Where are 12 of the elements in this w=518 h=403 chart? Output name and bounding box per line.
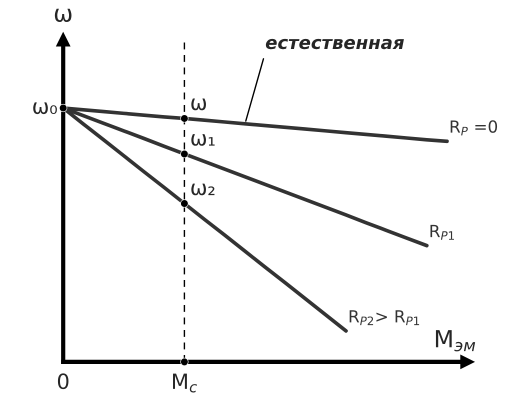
x-tick-label: 0 <box>58 373 68 390</box>
annotation: ω <box>191 98 206 110</box>
x-axis-title: M$_{эм}$ <box>436 330 476 352</box>
annotation: ω₁ <box>191 134 215 146</box>
annotation: ω₂ <box>191 184 214 196</box>
series-label: R$_{P}$ =0 <box>450 120 498 136</box>
x-tick-label: M$_{c}$ <box>173 374 197 392</box>
text: естественная <box>266 38 404 50</box>
y-axis-title: ω <box>54 8 72 22</box>
annotation: ω₀ <box>33 102 57 114</box>
series-label: R$_{P2}$> R$_{P1}$ <box>350 310 420 326</box>
series-label: R$_{P1}$ <box>430 224 454 240</box>
